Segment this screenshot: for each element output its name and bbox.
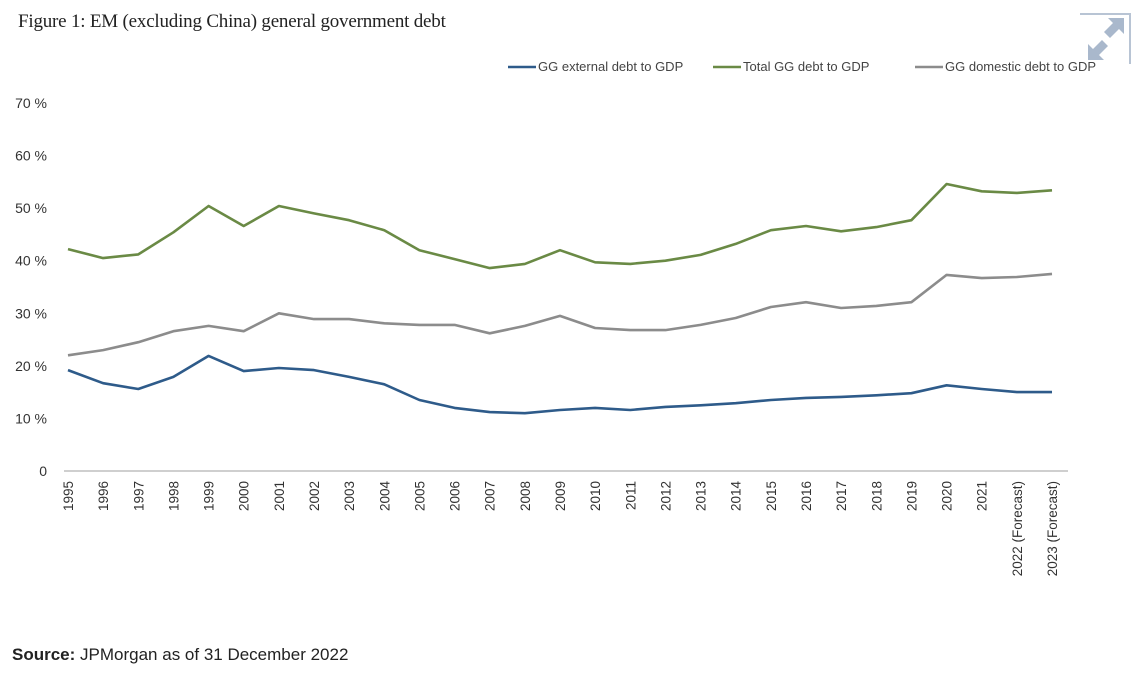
x-tick-label: 2010 (588, 481, 603, 511)
y-tick-label: 60 % (15, 148, 47, 164)
legend-item: Total GG debt to GDP (713, 59, 869, 74)
x-tick-label: 2006 (448, 481, 463, 511)
x-tick-label: 2002 (307, 481, 322, 511)
source-label: Source: (12, 645, 76, 664)
y-tick-label: 70 % (15, 95, 47, 111)
x-tick-label: 2012 (658, 481, 673, 511)
y-axis: 0 10 % 20 % 30 % 40 % 50 % 60 % 70 % (15, 95, 47, 479)
legend-label: GG external debt to GDP (538, 59, 683, 74)
x-tick-label: 2022 (Forecast) (1010, 481, 1025, 576)
x-tick-label: 2018 (869, 481, 884, 511)
x-tick-label: 1995 (61, 481, 76, 511)
x-tick-label: 2008 (518, 481, 533, 511)
x-tick-label: 2016 (799, 481, 814, 511)
x-tick-label: 2005 (412, 481, 427, 511)
legend-item: GG domestic debt to GDP (915, 59, 1096, 74)
legend: GG external debt to GDP Total GG debt to … (508, 59, 1096, 74)
x-tick-label: 2014 (729, 481, 744, 512)
x-tick-label: 2004 (377, 481, 392, 512)
x-tick-label: 2019 (904, 481, 919, 511)
expand-button[interactable] (1080, 12, 1132, 64)
y-tick-label: 0 (39, 463, 47, 479)
series-line-2 (67, 182, 1053, 270)
x-tick-label: 2001 (272, 481, 287, 511)
x-tick-label: 2000 (237, 481, 252, 511)
expand-arrows-icon (1080, 13, 1131, 64)
x-tick-label: 2021 (975, 481, 990, 511)
x-axis: 1995 1996 1997 1998 1999 2000 2001 2002 2003 2004… (61, 481, 1060, 577)
y-tick-label: 20 % (15, 358, 47, 374)
x-tick-label: 2007 (483, 481, 498, 511)
source-note: Source: JPMorgan as of 31 December 2022 (12, 645, 348, 665)
chart-title: Figure 1: EM (excluding China) general g… (18, 11, 446, 32)
x-tick-label: 2011 (623, 481, 638, 510)
x-tick-label: 1997 (131, 481, 146, 511)
x-tick-label: 2023 (Forecast) (1045, 481, 1060, 576)
y-tick-label: 40 % (15, 253, 47, 269)
series-lines (67, 182, 1053, 415)
x-tick-label: 1996 (96, 481, 111, 511)
legend-label: GG domestic debt to GDP (945, 59, 1096, 74)
legend-item: GG external debt to GDP (508, 59, 683, 74)
source-text: JPMorgan as of 31 December 2022 (80, 645, 349, 664)
y-tick-label: 30 % (15, 305, 47, 321)
x-tick-label: 1999 (202, 481, 217, 511)
series-line-3 (67, 272, 1053, 357)
x-tick-label: 2017 (834, 481, 849, 511)
x-tick-label: 2020 (940, 481, 955, 511)
x-tick-label: 1998 (166, 481, 181, 511)
series-line-1 (67, 354, 1052, 415)
legend-label: Total GG debt to GDP (743, 59, 869, 74)
y-tick-label: 50 % (15, 200, 47, 216)
x-tick-label: 2003 (342, 481, 357, 511)
x-tick-label: 2009 (553, 481, 568, 511)
y-tick-label: 10 % (15, 410, 47, 426)
x-tick-label: 2013 (694, 481, 709, 511)
x-tick-label: 2015 (764, 481, 779, 511)
